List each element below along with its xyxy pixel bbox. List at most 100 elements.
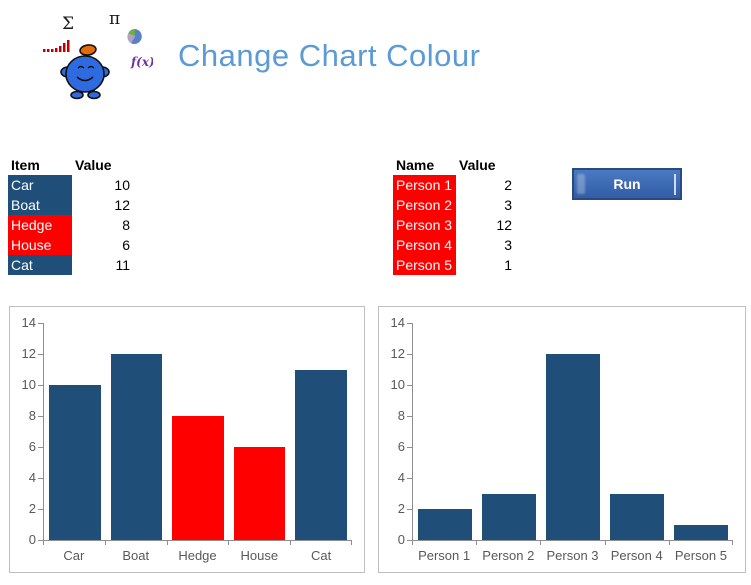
value-cell[interactable]: 1 [504,257,512,273]
bar[interactable] [233,447,286,540]
label-cell[interactable]: House [8,235,72,255]
button-bevel-highlight [674,174,676,195]
table-row: Hedge 8 [8,215,133,235]
bar[interactable] [172,416,224,540]
category-label: Person 5 [674,548,727,563]
items-bar-chart[interactable]: 0 2 4 6 8 10 12 14 Car Boat Hedge House Cat [9,306,365,573]
bar-slot [605,323,669,540]
names-table: Name Value Person 1 2 Person 2 3 Person 3 12 P… [393,155,515,275]
value-cell[interactable]: 3 [504,197,512,213]
bar-slot [167,323,229,540]
label-cell[interactable]: Boat [8,195,72,215]
bar[interactable] [295,369,348,540]
y-axis-tick-label: 2 [28,501,36,516]
plot-area [44,323,352,540]
y-axis-tick-label: 14 [21,315,36,330]
value-cell[interactable]: 12 [114,197,130,213]
y-axis-tick [38,416,43,417]
y-axis-tick [407,478,412,479]
bar-slot [477,323,541,540]
x-axis-tick [412,541,413,545]
x-axis-tick [166,541,168,545]
y-axis-tick [407,447,412,448]
value-cell[interactable]: 11 [115,257,130,273]
y-axis-tick-label: 6 [397,439,405,454]
table-row: Cat 11 [8,255,133,275]
blue-character [60,44,110,100]
value-cell[interactable]: 12 [496,217,512,233]
bar[interactable] [610,493,664,540]
y-axis-tick-label: 14 [390,315,405,330]
bar[interactable] [110,354,163,540]
bar-slot [229,323,291,540]
label-cell[interactable]: Cat [8,255,72,275]
label-cell[interactable]: Person 1 [393,175,456,195]
category-label: House [240,548,279,563]
bar[interactable] [418,509,472,540]
names-table-body: Person 1 2 Person 2 3 Person 3 12 Person 4 3 Per… [393,175,515,275]
page-title: Change Chart Colour [178,38,481,73]
y-axis-tick-label: 12 [21,346,36,361]
run-button[interactable]: Run [572,168,682,200]
mini-bar-chart-icon [43,40,70,52]
category-label: Boat [122,548,150,563]
x-axis-tick [104,541,106,545]
table-row: Boat 12 [8,195,133,215]
bar-slot [669,323,733,540]
items-table-body: Car 10 Boat 12 Hedge 8 House 6 Cat 11 [8,175,133,275]
category-label: Person 1 [418,548,471,563]
y-axis-tick [38,385,43,386]
value-column-header[interactable]: Value [459,157,496,173]
label-cell[interactable]: Hedge [8,215,72,235]
table-row: Person 5 1 [393,255,515,275]
y-axis-tick [38,447,43,448]
x-axis-tick [351,541,352,545]
x-axis-tick [476,541,478,545]
label-cell[interactable]: Car [8,175,72,195]
names-bar-chart[interactable]: 0 2 4 6 8 10 12 14 Person 1 Person 2 Person 3 Perso… [378,306,746,573]
y-axis-tick-label: 4 [28,470,36,485]
label-cell[interactable]: Person 2 [393,195,456,215]
category-label: Person 2 [482,548,535,563]
y-axis-tick [407,323,412,324]
label-cell[interactable]: Person 4 [393,235,456,255]
value-cell[interactable]: 2 [504,177,512,193]
maths-mascot-logo: Σ π f(x) [43,9,153,100]
bar[interactable] [482,493,536,540]
bar[interactable] [546,354,600,540]
table-row: Person 2 3 [393,195,515,215]
bar[interactable] [674,524,728,540]
y-axis-tick [38,540,43,541]
category-labels: Person 1 Person 2 Person 3 Person 4 Person 5 [412,548,733,563]
value-column-header[interactable]: Value [75,157,112,173]
y-axis-tick-label: 0 [28,532,36,547]
value-cell[interactable]: 10 [114,177,130,193]
value-cell[interactable]: 3 [504,237,512,253]
y-axis-tick [407,540,412,541]
x-axis-tick [228,541,230,545]
y-axis-tick-label: 10 [390,377,405,392]
item-column-header[interactable]: Item [11,157,40,173]
category-label: Car [63,548,85,563]
button-bevel-highlight [577,174,585,194]
items-table: Item Value Car 10 Boat 12 Hedge 8 House 6 Cat 11 [8,155,133,275]
items-table-header: Item Value [8,155,133,175]
y-axis-tick [38,354,43,355]
value-cell[interactable]: 8 [122,217,130,233]
value-cell[interactable]: 6 [122,237,130,253]
category-label: Person 4 [610,548,663,563]
x-axis-tick [43,541,44,545]
bar-slot [413,323,477,540]
fx-symbol: f(x) [130,55,153,69]
label-cell[interactable]: Person 5 [393,255,456,275]
y-axis-tick-label: 12 [390,346,405,361]
names-table-header: Name Value [393,155,515,175]
y-axis-line [43,323,44,540]
category-label: Cat [310,548,332,563]
y-axis-tick-label: 6 [28,439,36,454]
label-cell[interactable]: Person 3 [393,215,456,235]
bar-slot [106,323,168,540]
name-column-header[interactable]: Name [396,157,435,173]
table-row: Car 10 [8,175,133,195]
bar[interactable] [48,385,101,540]
